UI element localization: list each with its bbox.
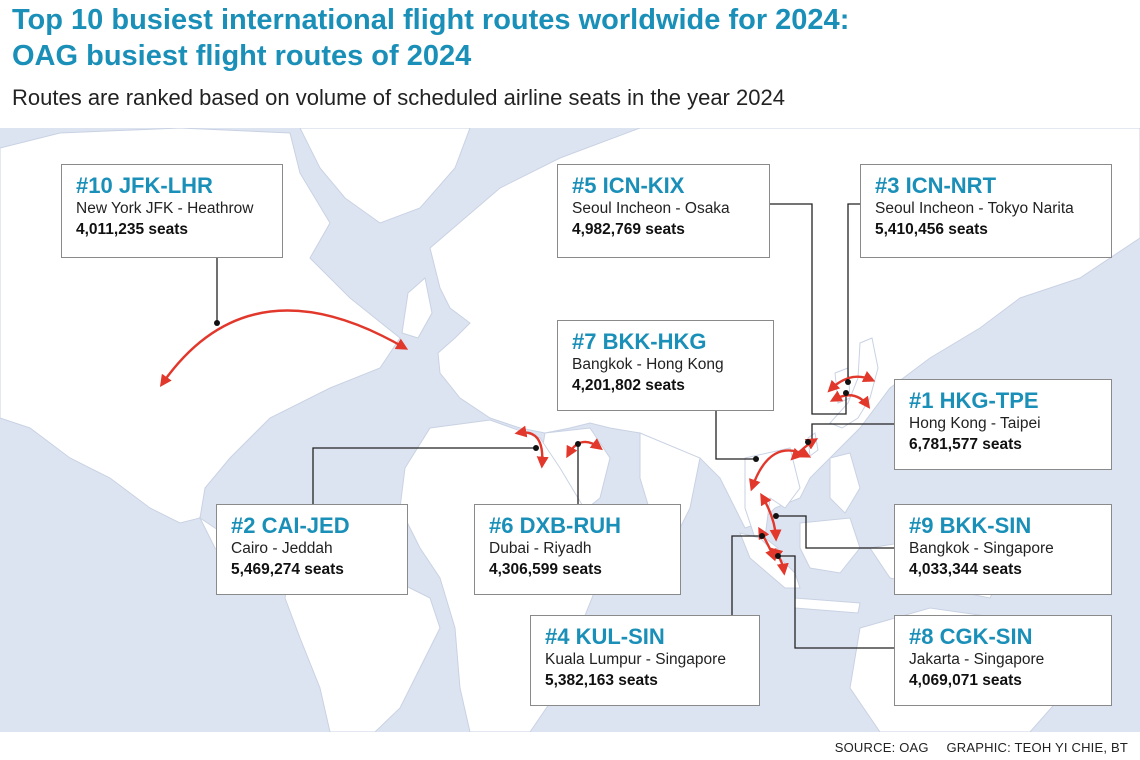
route-dot-cgk-sin: [775, 553, 781, 559]
route-seats: 4,011,235 seats: [76, 221, 189, 238]
route-arc-icn-kix: [827, 371, 876, 393]
route-card-jfk-lhr[interactable]: #10 JFK-LHR New York JFK - Heathrow 4,01…: [61, 164, 283, 258]
footer: SOURCE: OAG GRAPHIC: TEOH YI CHIE, BT: [835, 740, 1128, 755]
leader-line-kul-sin: [731, 535, 762, 615]
route-arc-icn-nrt: [829, 390, 871, 409]
philippines-shape: [829, 452, 861, 514]
route-overlay: [159, 203, 894, 649]
route-dot-kul-sin: [759, 533, 765, 539]
route-card-kul-sin[interactable]: #4 KUL-SIN Kuala Lumpur - Singapore 5,38…: [530, 615, 760, 706]
route-dot-bkk-sin: [773, 513, 779, 519]
route-card-dxb-ruh[interactable]: #6 DXB-RUH Dubai - Riyadh 4,306,599 seat…: [474, 504, 681, 595]
route-name: Seoul Incheon - Osaka: [572, 200, 730, 217]
route-code: #3 ICN-NRT: [875, 173, 997, 198]
route-code: #4 KUL-SIN: [545, 624, 665, 649]
route-card-cgk-sin[interactable]: #8 CGK-SIN Jakarta - Singapore 4,069,071…: [894, 615, 1112, 706]
subtitle: Routes are ranked based on volume of sch…: [12, 85, 785, 110]
title-line-1: Top 10 busiest international flight rout…: [12, 4, 850, 36]
route-arc-dxb-ruh: [566, 438, 603, 459]
route-code: #9 BKK-SIN: [909, 513, 1032, 538]
leader-line-bkk-hkg: [715, 411, 756, 460]
leader-line-bkk-sin: [776, 515, 894, 549]
route-arc-jfk-lhr: [159, 309, 409, 387]
route-arc-cai-jed: [514, 425, 549, 469]
route-card-cai-jed[interactable]: #2 CAI-JED Cairo - Jeddah 5,469,274 seat…: [216, 504, 408, 595]
leader-line-icn-nrt: [847, 203, 860, 382]
route-name: Jakarta - Singapore: [909, 651, 1045, 668]
leader-line-icn-kix: [770, 203, 847, 415]
title-line-2: OAG busiest flight routes of 2024: [12, 40, 472, 72]
route-name: Dubai - Riyadh: [489, 540, 592, 557]
route-seats: 4,033,344 seats: [909, 561, 1022, 578]
leader-line-cai-jed: [312, 447, 536, 504]
route-card-icn-nrt[interactable]: #3 ICN-NRT Seoul Incheon - Tokyo Narita …: [860, 164, 1112, 258]
route-code: #2 CAI-JED: [231, 513, 350, 538]
route-code: #8 CGK-SIN: [909, 624, 1033, 649]
route-name: Kuala Lumpur - Singapore: [545, 651, 726, 668]
route-seats: 5,382,163 seats: [545, 672, 658, 689]
route-seats: 4,982,769 seats: [572, 221, 685, 238]
route-card-icn-kix[interactable]: #5 ICN-KIX Seoul Incheon - Osaka 4,982,7…: [557, 164, 770, 258]
route-code: #1 HKG-TPE: [909, 388, 1039, 413]
greenland-shape: [299, 128, 471, 224]
world-map: #10 JFK-LHR New York JFK - Heathrow 4,01…: [0, 128, 1140, 732]
route-card-hkg-tpe[interactable]: #1 HKG-TPE Hong Kong - Taipei 6,781,577 …: [894, 379, 1112, 470]
route-dot-hkg-tpe: [805, 439, 811, 445]
route-arc-hkg-tpe: [790, 438, 819, 461]
route-name: Bangkok - Hong Kong: [572, 356, 724, 373]
route-dot-jfk-lhr: [214, 320, 220, 326]
uk-shape: [401, 277, 433, 339]
route-name: Cairo - Jeddah: [231, 540, 333, 557]
route-seats: 6,781,577 seats: [909, 436, 1022, 453]
route-seats: 4,201,802 seats: [572, 377, 685, 394]
graphic-credit: GRAPHIC: TEOH YI CHIE, BT: [946, 740, 1128, 755]
route-dot-dxb-ruh: [575, 441, 581, 447]
route-code: #6 DXB-RUH: [489, 513, 622, 538]
route-dot-cai-jed: [533, 445, 539, 451]
route-code: #7 BKK-HKG: [572, 329, 707, 354]
route-arc-cgk-sin: [770, 547, 789, 576]
leader-line-cgk-sin: [778, 555, 894, 649]
route-seats: 4,306,599 seats: [489, 561, 602, 578]
route-code: #5 ICN-KIX: [572, 173, 685, 198]
route-name: Seoul Incheon - Tokyo Narita: [875, 200, 1074, 217]
route-name: New York JFK - Heathrow: [76, 200, 254, 217]
borneo-shape: [799, 517, 861, 574]
route-arc-bkk-hkg: [749, 446, 812, 492]
route-seats: 5,469,274 seats: [231, 561, 344, 578]
route-dot-bkk-hkg: [753, 456, 759, 462]
leader-line-hkg-tpe: [811, 423, 894, 442]
route-card-bkk-sin[interactable]: #9 BKK-SIN Bangkok - Singapore 4,033,344…: [894, 504, 1112, 595]
route-name: Bangkok - Singapore: [909, 540, 1054, 557]
source-credit: SOURCE: OAG: [834, 740, 929, 755]
route-code: #10 JFK-LHR: [76, 173, 213, 198]
route-seats: 4,069,071 seats: [909, 672, 1022, 689]
route-name: Hong Kong - Taipei: [909, 415, 1041, 432]
route-dot-icn-kix: [843, 390, 849, 396]
route-card-bkk-hkg[interactable]: #7 BKK-HKG Bangkok - Hong Kong 4,201,802…: [557, 320, 774, 411]
route-dot-icn-nrt: [845, 379, 851, 385]
route-seats: 5,410,456 seats: [875, 221, 988, 238]
page-title: Top 10 busiest international flight rout…: [12, 2, 849, 74]
